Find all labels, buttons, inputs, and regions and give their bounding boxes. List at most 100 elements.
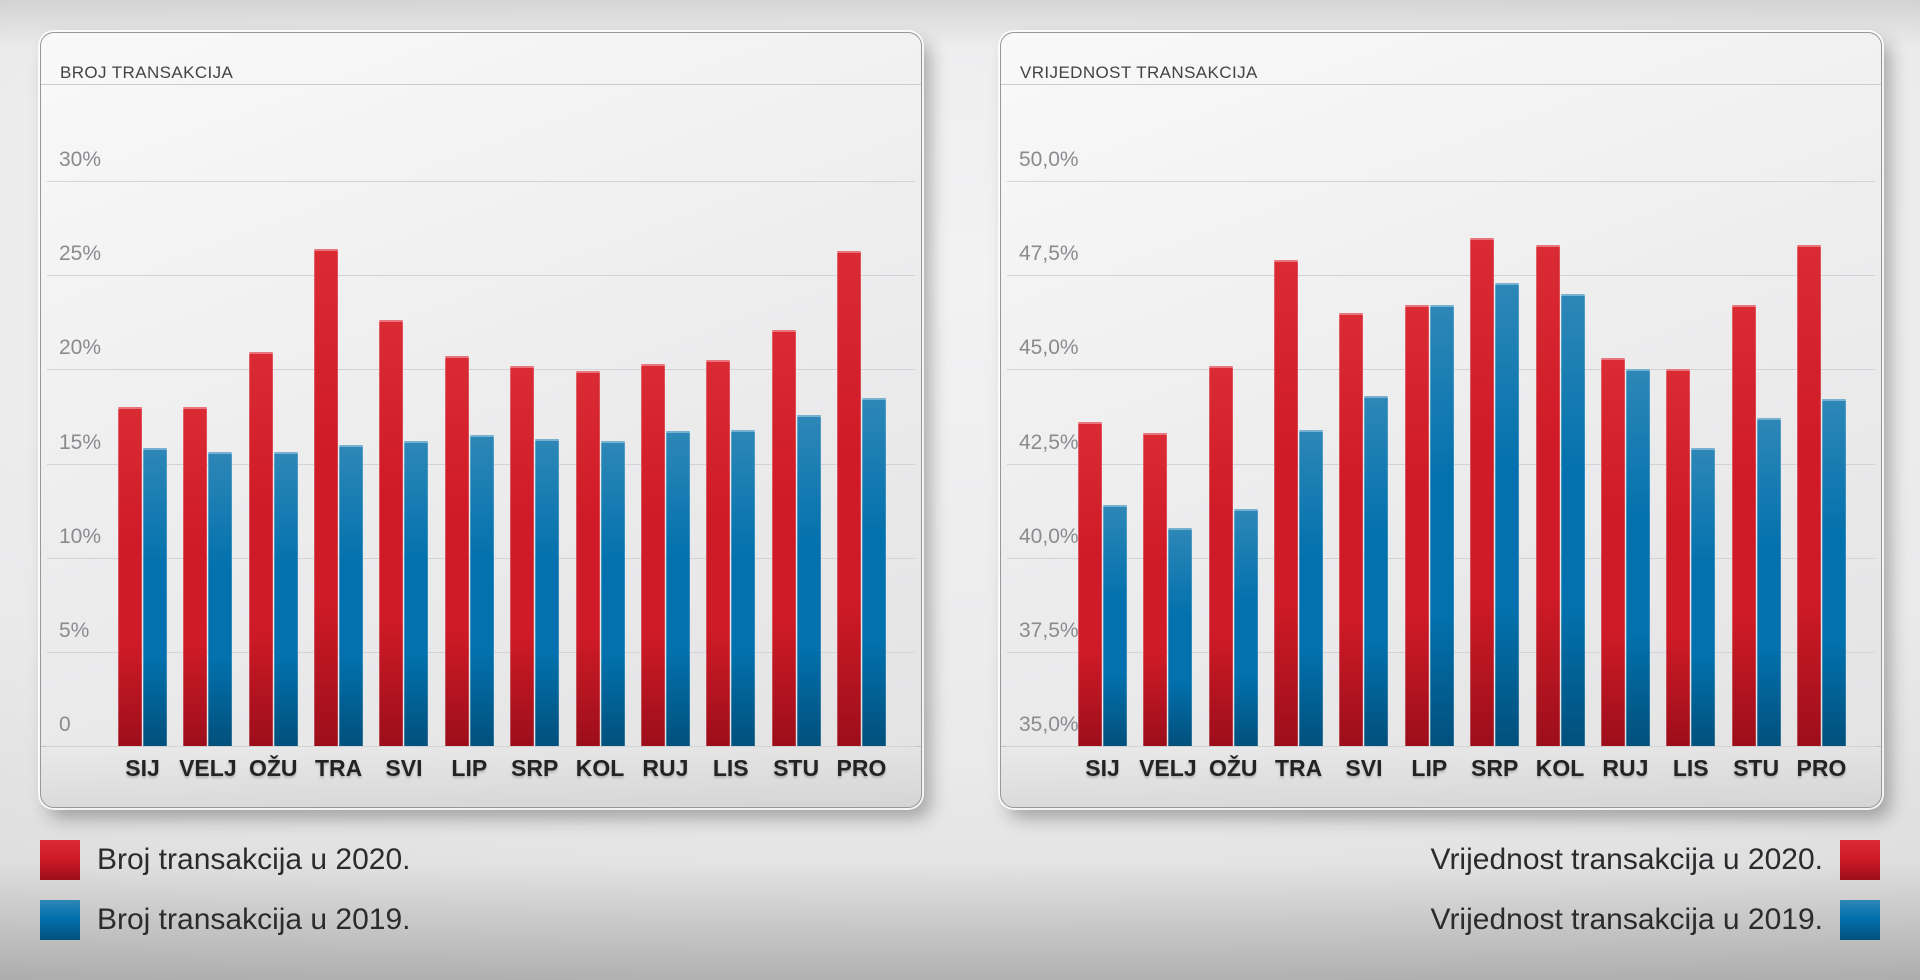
bar-2020-ruj[interactable]	[1600, 358, 1625, 746]
x-axis-label-kol: KOL	[1535, 755, 1585, 781]
bar-2020-lip[interactable]	[1404, 305, 1429, 746]
bar-2020-kol[interactable]	[575, 371, 600, 746]
legend-item-broj-2020[interactable]: Broj transakcija u 2020.	[40, 840, 411, 880]
y-tick-label: 47,5%	[1019, 242, 1079, 266]
legend-item-vrijednost-2020[interactable]: Vrijednost transakcija u 2020.	[1431, 840, 1880, 880]
legend-vrijednost: Vrijednost transakcija u 2020. Vrijednos…	[1431, 840, 1880, 940]
bar-2020-stu[interactable]	[1731, 305, 1756, 746]
bar-2020-sij[interactable]	[1078, 422, 1102, 746]
bar-2019-lis[interactable]	[1691, 448, 1716, 746]
y-tick-label: 25%	[59, 242, 102, 266]
y-tick-label: 5%	[59, 618, 90, 642]
bar-2020-tra[interactable]	[1274, 260, 1299, 746]
bar-2019-velj[interactable]	[208, 452, 233, 746]
bar-2019-tra[interactable]	[339, 444, 364, 746]
bar-2019-pro[interactable]	[861, 397, 886, 746]
bar-2019-svi[interactable]	[404, 440, 429, 746]
y-tick-label: 45,0%	[1019, 336, 1079, 360]
bar-2019-ruj[interactable]	[665, 431, 690, 746]
bar-2019-srp[interactable]	[1495, 282, 1520, 746]
legend-label-broj-2020: Broj transakcija u 2020.	[97, 843, 411, 876]
bar-2019-stu[interactable]	[1756, 418, 1781, 746]
x-axis-label-lip: LIP	[1411, 755, 1448, 781]
bar-2019-lis[interactable]	[731, 429, 756, 746]
bar-2020-ruj[interactable]	[640, 363, 665, 746]
bar-2020-pro[interactable]	[1796, 245, 1821, 746]
y-tick-label: 30%	[59, 148, 102, 171]
bar-2019-kol[interactable]	[1560, 294, 1585, 746]
chart-title-vrijednost: VRIJEDNOST TRANSAKCIJA	[1020, 63, 1258, 83]
bar-2020-svi[interactable]	[379, 320, 404, 746]
bar-2020-lis[interactable]	[1666, 369, 1691, 746]
x-axis-label-lis: LIS	[1672, 755, 1709, 781]
x-axis-label-pro: PRO	[836, 755, 887, 781]
x-axis-label-ruj: RUJ	[1602, 755, 1649, 781]
legend-label-broj-2019: Broj transakcija u 2019.	[97, 903, 411, 936]
x-axis-label-ozu: OŽU	[1208, 755, 1258, 781]
bar-2020-pro[interactable]	[836, 250, 861, 746]
y-tick-label: 10%	[59, 524, 102, 548]
y-gridline	[1007, 275, 1875, 277]
y-tick-label: 42,5%	[1019, 430, 1079, 454]
bar-2019-sij[interactable]	[1103, 504, 1127, 746]
bar-2020-stu[interactable]	[771, 329, 796, 746]
y-gridline	[47, 181, 915, 182]
y-tick-label: 37,5%	[1019, 618, 1079, 642]
bar-2020-kol[interactable]	[1535, 245, 1560, 746]
legend-label-vrijednost-2019: Vrijednost transakcija u 2019.	[1430, 903, 1823, 936]
y-tick-label: 20%	[59, 336, 102, 360]
y-gridline	[47, 369, 915, 371]
bar-2020-svi[interactable]	[1339, 312, 1364, 746]
y-gridline	[47, 275, 915, 277]
x-axis-label-velj: VELJ	[179, 755, 237, 781]
bar-2020-velj[interactable]	[183, 407, 208, 746]
bar-2019-stu[interactable]	[796, 414, 821, 746]
bar-2020-tra[interactable]	[314, 248, 339, 746]
bar-2020-srp[interactable]	[1470, 237, 1495, 746]
bar-2019-ozu[interactable]	[273, 452, 298, 746]
bar-2019-pro[interactable]	[1821, 399, 1846, 746]
x-axis-label-lis: LIS	[712, 755, 749, 781]
bar-2020-ozu[interactable]	[248, 352, 273, 746]
bar-2019-tra[interactable]	[1299, 429, 1324, 746]
bar-2019-ozu[interactable]	[1233, 508, 1258, 746]
chart-panel-vrijednost-transakcija: VRIJEDNOST TRANSAKCIJA 50,0% 47,5% 45,0% 42…	[1000, 32, 1882, 808]
plot-area-broj: 30% 25% 20% 15% 10% 5% 0 SIJ VELJ OŽU TRA SVI LIP SRP…	[41, 33, 921, 807]
legend-swatch-blue-icon	[1840, 900, 1880, 940]
x-axis-label-srp: SRP	[511, 755, 559, 781]
legend-swatch-red-icon	[40, 840, 80, 880]
bar-2019-lip[interactable]	[1429, 305, 1454, 746]
bar-2019-kol[interactable]	[600, 440, 625, 746]
bar-2020-lis[interactable]	[706, 359, 731, 746]
x-axis-label-tra: TRA	[1274, 755, 1323, 781]
y-tick-label: 50,0%	[1019, 148, 1079, 171]
bar-2020-sij[interactable]	[118, 407, 142, 746]
y-gridline	[47, 746, 915, 747]
x-axis-label-sij: SIJ	[125, 755, 160, 781]
x-axis-label-stu: STU	[773, 755, 820, 781]
bar-2020-lip[interactable]	[444, 356, 469, 746]
legend-swatch-blue-icon	[40, 900, 80, 940]
plot-area-vrijednost: 50,0% 47,5% 45,0% 42,5% 40,0% 37,5% 35,0% SIJ VE…	[1001, 33, 1881, 807]
legend-broj: Broj transakcija u 2020. Broj transakcij…	[40, 840, 411, 940]
legend-swatch-red-icon	[1840, 840, 1880, 880]
bar-2020-velj[interactable]	[1143, 433, 1168, 746]
x-axis-label-kol: KOL	[575, 755, 625, 781]
bar-2020-ozu[interactable]	[1208, 365, 1233, 746]
bar-2019-sij[interactable]	[143, 448, 167, 746]
bar-2019-srp[interactable]	[535, 439, 560, 746]
legend-item-vrijednost-2019[interactable]: Vrijednost transakcija u 2019.	[1431, 900, 1880, 940]
legend-item-broj-2019[interactable]: Broj transakcija u 2019.	[40, 900, 411, 940]
bar-2019-svi[interactable]	[1364, 395, 1389, 746]
x-axis-label-pro: PRO	[1796, 755, 1847, 781]
bar-2019-velj[interactable]	[1168, 527, 1193, 746]
y-tick-label: 35,0%	[1019, 713, 1079, 736]
x-axis-label-srp: SRP	[1471, 755, 1519, 781]
y-tick-label: 40,0%	[1019, 524, 1079, 548]
x-axis-label-tra: TRA	[314, 755, 363, 781]
bar-2019-lip[interactable]	[469, 435, 494, 746]
bar-2019-ruj[interactable]	[1625, 369, 1650, 746]
bar-2020-srp[interactable]	[510, 365, 535, 746]
y-tick-label: 15%	[59, 430, 102, 454]
